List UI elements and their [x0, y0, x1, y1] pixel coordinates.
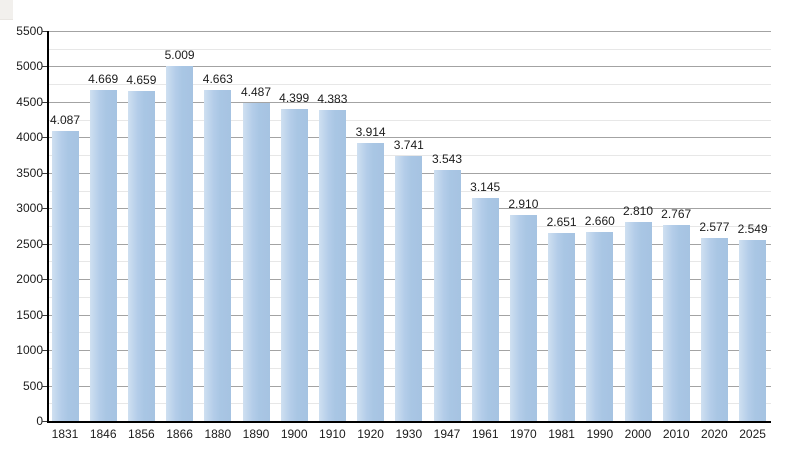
- y-tick-mark: [42, 243, 48, 245]
- x-tick-label: 2020: [701, 427, 728, 441]
- y-tick-label: 2000: [16, 272, 43, 287]
- y-tick-mark: [42, 279, 48, 281]
- bar-value-label: 4.487: [240, 84, 272, 99]
- y-tick-mark: [42, 421, 48, 422]
- x-tick-label: 1947: [433, 427, 461, 441]
- bar-value-label: 4.383: [317, 92, 348, 107]
- y-tick-label: 5000: [16, 59, 43, 74]
- y-tick-mark: [42, 385, 48, 387]
- major-gridline: [48, 137, 771, 139]
- minor-gridline: [48, 84, 771, 86]
- x-tick-label: 1900: [280, 427, 308, 441]
- bar-value-label: 4.659: [126, 72, 157, 87]
- minor-gridline: [48, 48, 771, 50]
- bar-value-label: 2.767: [661, 206, 692, 221]
- bar-value-label: 2.549: [737, 222, 768, 237]
- y-tick-mark: [42, 314, 48, 316]
- x-tick-label: 1831: [51, 427, 79, 441]
- y-tick-mark: [42, 101, 48, 103]
- major-gridline: [48, 66, 771, 68]
- x-tick-label: 1930: [395, 427, 423, 441]
- x-tick-label: 2010: [662, 427, 690, 441]
- bar-1880: [204, 90, 232, 421]
- corner-artifact: [0, 0, 13, 20]
- bar-1970: [509, 214, 537, 421]
- y-tick-label: 4000: [16, 130, 43, 145]
- bar-value-label: 4.087: [49, 113, 81, 128]
- bar-1856: [127, 90, 155, 421]
- major-gridline: [48, 31, 771, 32]
- x-tick-label: 1961: [471, 427, 499, 441]
- bar-value-label: 3.145: [470, 179, 501, 194]
- bar-1990: [586, 232, 614, 421]
- bar-1961: [471, 198, 499, 421]
- bar-value-label: 3.741: [393, 137, 424, 152]
- y-tick-label: 5500: [16, 24, 43, 38]
- bar-value-label: 2.910: [508, 196, 539, 211]
- bar-1981: [548, 233, 576, 421]
- bar-2025: [739, 240, 767, 421]
- y-tick-label: 2500: [16, 236, 43, 251]
- x-tick-label: 1866: [166, 427, 193, 441]
- minor-gridline: [48, 119, 771, 121]
- bar-1947: [433, 169, 461, 421]
- bar-value-label: 4.663: [202, 72, 233, 87]
- plot-area: 4.087 4.669 4.659 5.009 4.663 4.487 4.399 4.383…: [48, 31, 771, 421]
- bar-1920: [357, 143, 385, 421]
- bar-1866: [166, 65, 194, 421]
- y-tick-mark: [42, 172, 48, 174]
- bar-value-label: 3.543: [431, 151, 463, 166]
- bar-value-label: 2.651: [546, 215, 577, 230]
- y-tick-label: 1000: [16, 343, 43, 358]
- x-tick-label: 1910: [319, 427, 346, 441]
- x-tick-label: 1880: [204, 427, 232, 441]
- bar-2020: [700, 238, 728, 421]
- major-gridline: [48, 101, 771, 103]
- x-tick-label: 1856: [128, 427, 155, 441]
- x-tick-label: 1990: [586, 427, 614, 441]
- x-tick-label: 1890: [242, 427, 270, 441]
- bar-value-label: 4.399: [279, 91, 310, 106]
- bar-1846: [89, 89, 117, 421]
- x-tick-label: 1981: [548, 427, 575, 441]
- bar-2000: [624, 221, 652, 421]
- x-tick-label: 2000: [624, 427, 652, 441]
- bar-value-label: 4.669: [88, 71, 119, 86]
- y-tick-mark: [42, 66, 48, 68]
- y-tick-mark: [42, 137, 48, 139]
- bar-1890: [242, 102, 270, 421]
- y-tick-label: 500: [22, 378, 43, 393]
- bar-value-label: 2.810: [622, 203, 654, 218]
- bar-1910: [318, 110, 346, 421]
- bar-2010: [662, 224, 690, 421]
- y-axis-line: [47, 31, 49, 423]
- x-tick-label: 1920: [357, 427, 384, 441]
- bar-1930: [395, 155, 423, 421]
- bar-1831: [51, 131, 79, 421]
- y-tick-mark: [42, 208, 48, 210]
- y-tick-mark: [42, 31, 48, 32]
- y-tick-label: 3500: [16, 165, 43, 180]
- x-tick-label: 2025: [739, 427, 766, 441]
- bar-value-label: 2.660: [584, 214, 615, 229]
- y-tick-label: 3000: [16, 201, 43, 216]
- bar-value-label: 3.914: [355, 125, 386, 140]
- x-axis-line: [47, 421, 771, 423]
- x-tick-label: 1846: [89, 427, 117, 441]
- x-tick-label: 1970: [510, 427, 537, 441]
- bar-value-label: 2.577: [699, 220, 730, 235]
- y-tick-mark: [42, 350, 48, 352]
- bar-1900: [280, 109, 308, 421]
- minor-gridline: [48, 155, 771, 157]
- y-tick-label: 1500: [16, 307, 43, 322]
- bar-value-label: 5.009: [164, 47, 195, 62]
- y-tick-label: 4500: [16, 94, 43, 109]
- y-tick-label: 0: [36, 414, 43, 428]
